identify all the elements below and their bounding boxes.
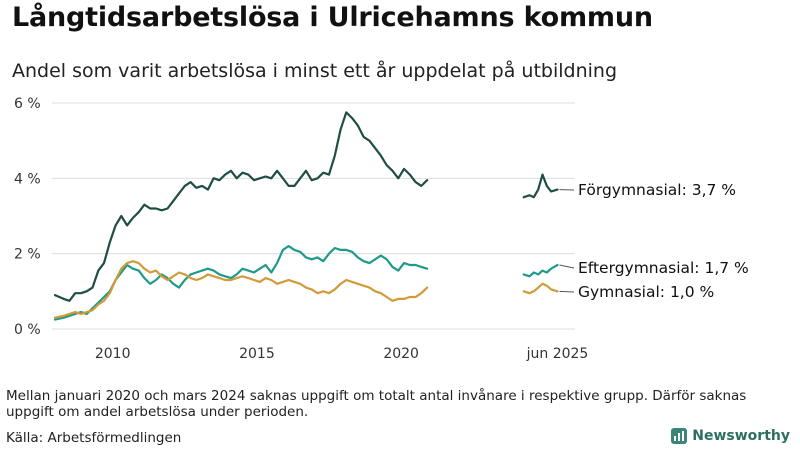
series-lines <box>53 111 559 321</box>
series-line-gymnasial <box>53 260 429 319</box>
source-note: Källa: Arbetsförmedlingen <box>6 430 182 446</box>
series-line-eftergymnasial <box>53 245 429 321</box>
y-tick-label: 2 % <box>14 247 41 263</box>
grid-lines <box>52 102 575 330</box>
footnote: Mellan januari 2020 och mars 2024 saknas… <box>6 388 747 420</box>
series-line-gymnasial <box>522 282 559 295</box>
x-tick-label: 2010 <box>95 346 131 362</box>
series-line-förgymnasial <box>522 173 559 199</box>
brand: Newsworthy <box>671 428 790 444</box>
newsworthy-logo-icon <box>671 428 688 444</box>
y-axis-ticks: 0 % 2 % 4 % 6 % <box>14 96 41 338</box>
end-label-gymnasial: Gymnasial: 1,0 % <box>578 283 714 301</box>
x-axis-ticks: 2010 2015 2020 jun 2025 <box>95 346 588 362</box>
brand-name: Newsworthy <box>692 428 790 444</box>
x-tick-label: 2015 <box>239 346 275 362</box>
end-label-eftergymnasial: Eftergymnasial: 1,7 % <box>578 259 749 277</box>
series-line-eftergymnasial <box>522 263 559 278</box>
label-leader <box>559 264 575 269</box>
end-labels: Förgymnasial: 3,7 % Eftergymnasial: 1,7 %… <box>559 181 749 301</box>
label-leader <box>559 290 575 293</box>
y-tick-label: 0 % <box>14 322 41 338</box>
chart-title: Långtidsarbetslösa i Ulricehamns kommun <box>12 2 653 33</box>
chart-subtitle: Andel som varit arbetslösa i minst ett å… <box>12 60 618 82</box>
end-label-förgymnasial: Förgymnasial: 3,7 % <box>578 181 736 199</box>
y-tick-label: 6 % <box>14 96 41 112</box>
x-tick-label: 2020 <box>383 346 419 362</box>
line-chart: 0 % 2 % 4 % 6 % 2010 2015 2020 jun 2025 Förgym… <box>14 96 749 362</box>
x-tick-label: jun 2025 <box>526 346 589 362</box>
y-tick-label: 4 % <box>14 171 41 187</box>
series-line-förgymnasial <box>53 111 429 302</box>
